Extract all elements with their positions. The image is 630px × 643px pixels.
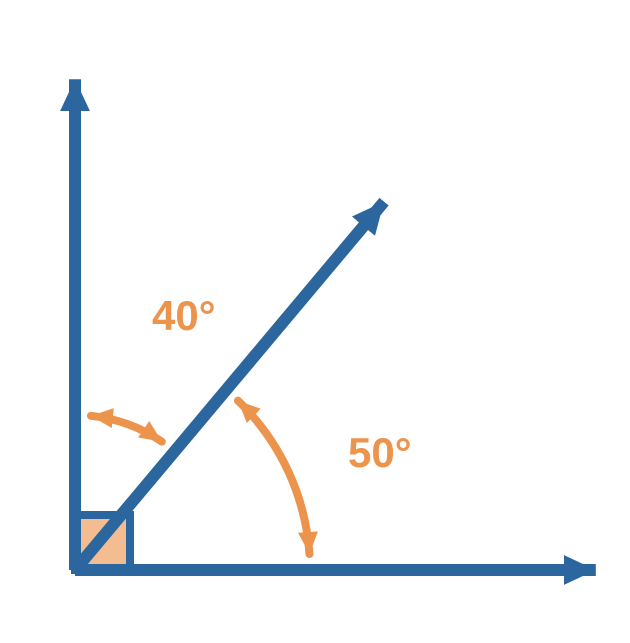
angle-diagram: 50° 40°: [0, 0, 630, 643]
arc-40-label: 40°: [152, 292, 216, 339]
arc-50-label: 50°: [348, 429, 412, 476]
ray-diagonal: [75, 202, 384, 570]
arc-50: [238, 401, 310, 554]
arc-40: [91, 416, 162, 442]
